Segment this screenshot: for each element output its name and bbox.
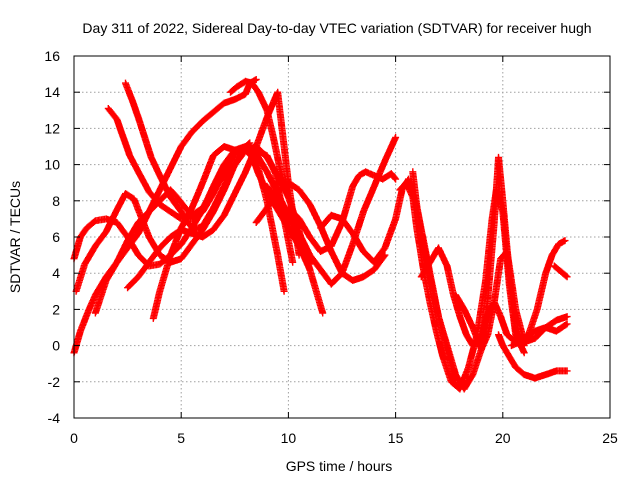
series-markers — [317, 175, 460, 389]
x-tick-label: 20 — [495, 430, 511, 446]
series-sat-j — [252, 179, 389, 284]
y-tick-label: 10 — [44, 157, 60, 173]
y-tick-label: 16 — [44, 48, 60, 64]
series-markers — [507, 237, 569, 350]
series-markers — [495, 331, 571, 382]
series-sat-k — [263, 133, 400, 288]
series-sat-c — [70, 76, 260, 357]
y-tick-label: 0 — [52, 338, 60, 354]
series-sat-s — [507, 237, 569, 350]
series-sat-m — [317, 175, 460, 389]
series-markers — [70, 76, 260, 357]
series-sat-r — [495, 331, 571, 382]
axis-ticks: 0 5 10 15 20 25 -4 -2 0 2 4 6 8 10 12 14 16 — [44, 48, 618, 446]
y-tick-label: 4 — [52, 265, 60, 281]
y-tick-label: 14 — [44, 84, 60, 100]
series-markers — [284, 168, 400, 255]
series-markers — [252, 179, 389, 284]
x-tick-label: 10 — [281, 430, 297, 446]
x-axis-label: GPS time / hours — [286, 458, 393, 474]
series-sat-l — [284, 168, 400, 255]
x-tick-label: 15 — [388, 430, 404, 446]
series-sat-t — [550, 262, 571, 281]
series-sat-q — [452, 248, 571, 353]
y-axis-label: SDTVAR / TECUs — [7, 181, 23, 293]
y-tick-label: 8 — [52, 193, 60, 209]
y-tick-label: 2 — [52, 301, 60, 317]
series-markers — [452, 248, 571, 353]
x-tick-label: 25 — [602, 430, 618, 446]
y-tick-label: -2 — [48, 374, 61, 390]
chart-title: Day 311 of 2022, Sidereal Day-to-day VTE… — [82, 20, 591, 36]
y-tick-label: 12 — [44, 120, 60, 136]
data-markers — [70, 76, 571, 393]
y-tick-label: -4 — [48, 410, 61, 426]
series-markers — [550, 262, 571, 281]
y-tick-label: 6 — [52, 229, 60, 245]
x-tick-label: 5 — [177, 430, 185, 446]
series-markers — [263, 133, 400, 288]
x-tick-label: 0 — [70, 430, 78, 446]
grid — [74, 56, 610, 418]
